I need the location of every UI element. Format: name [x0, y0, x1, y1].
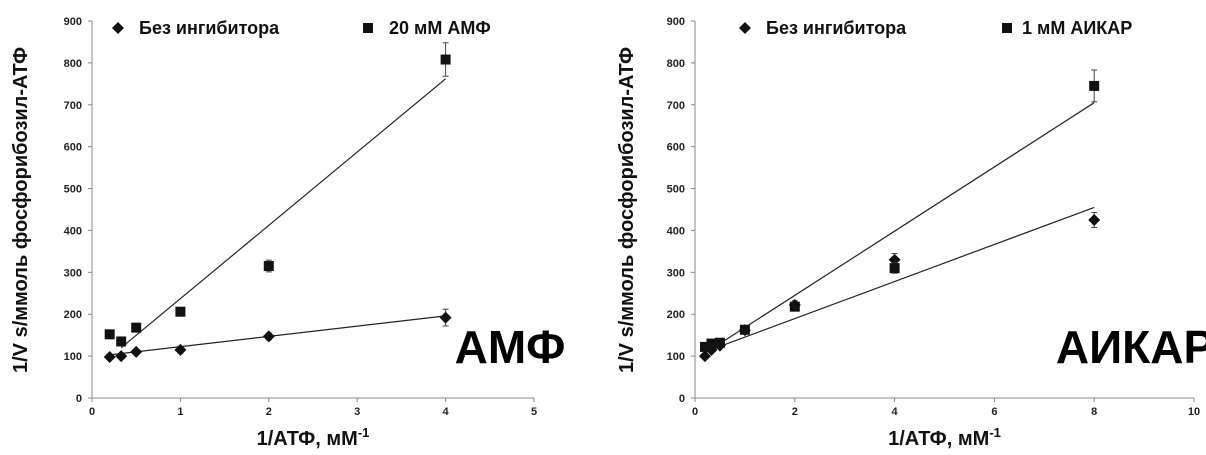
- x-tick-label: 8: [1091, 406, 1097, 418]
- y-tick-label: 200: [667, 309, 685, 321]
- x-tick-label: 6: [991, 406, 997, 418]
- data-point-diamond: [130, 345, 143, 358]
- data-point-square: [104, 329, 115, 340]
- data-point-square: [131, 322, 142, 333]
- x-axis-title-superscript: -1: [358, 425, 370, 440]
- x-axis-title-superscript: -1: [989, 425, 1001, 440]
- y-tick-label: 600: [667, 142, 685, 154]
- trend-line: [120, 78, 446, 349]
- y-tick-label: 300: [64, 267, 82, 279]
- y-tick-label: 800: [64, 58, 82, 70]
- data-point-square: [1089, 80, 1100, 91]
- x-axis-title-main: 1/АТФ, мМ: [257, 428, 358, 450]
- panel-label: АИКАР: [1056, 321, 1206, 373]
- x-tick-label: 4: [892, 406, 899, 418]
- x-tick-label: 1: [177, 406, 183, 418]
- x-tick-label: 4: [443, 406, 450, 418]
- y-tick-label: 100: [667, 351, 685, 363]
- y-tick-label: 700: [64, 100, 82, 112]
- y-axis-title: 1/V s/ммоль фосфорибозил-АТФ: [10, 47, 32, 373]
- x-tick-label: 10: [1188, 406, 1200, 418]
- legend-marker-diamond: [112, 22, 124, 34]
- data-point-diamond: [262, 330, 275, 343]
- legend-label: Без ингибитора: [139, 18, 280, 38]
- trend-line: [704, 206, 1095, 353]
- y-tick-label: 400: [64, 225, 82, 237]
- y-tick-label: 600: [64, 142, 82, 154]
- legend-label: Без ингибитора: [766, 18, 907, 38]
- data-point-square: [699, 341, 710, 352]
- y-axis-title: 1/V s/ммоль фосфорибозил-АТФ: [616, 47, 638, 373]
- data-point-square: [263, 261, 274, 272]
- data-point-square: [789, 301, 800, 312]
- y-tick-label: 900: [667, 16, 685, 28]
- chart-0: 0 100 200 300 400 500 600 700 800 900 0 1 2 3 4 5 1/V s/…: [10, 16, 565, 450]
- data-point-square: [175, 306, 186, 317]
- legend-marker-diamond: [739, 22, 751, 34]
- x-tick-label: 2: [266, 406, 272, 418]
- trend-line: [704, 102, 1095, 354]
- x-tick-label: 2: [792, 406, 798, 418]
- data-point-diamond: [174, 343, 187, 356]
- data-point-square: [739, 324, 750, 335]
- y-tick-label: 900: [64, 16, 82, 28]
- data-point-diamond: [439, 311, 452, 324]
- data-point-square: [889, 263, 900, 274]
- y-tick-label: 500: [667, 184, 685, 196]
- legend-label: 20 мМ АМФ: [389, 18, 491, 38]
- x-tick-label: 5: [531, 406, 537, 418]
- x-tick-label: 0: [89, 406, 95, 418]
- y-tick-label: 200: [64, 309, 82, 321]
- x-tick-label: 3: [354, 406, 360, 418]
- data-point-square: [440, 54, 451, 65]
- y-tick-label: 300: [667, 267, 685, 279]
- trend-line: [109, 315, 446, 356]
- y-tick-label: 100: [64, 351, 82, 363]
- x-axis-title: 1/АТФ, мМ-1: [888, 425, 1001, 450]
- data-point-diamond: [1088, 213, 1101, 226]
- data-point-square: [714, 337, 725, 348]
- x-axis-title: 1/АТФ, мМ-1: [257, 425, 370, 450]
- x-tick-label: 0: [692, 406, 698, 418]
- y-tick-label: 0: [679, 393, 685, 405]
- legend-label: 1 мМ АИКАР: [1022, 18, 1132, 38]
- data-point-diamond: [103, 350, 116, 363]
- panel-label: АМФ: [455, 321, 566, 373]
- data-point-square: [116, 336, 127, 347]
- y-tick-label: 400: [667, 225, 685, 237]
- legend-marker-square: [1002, 23, 1012, 33]
- x-axis-title-main: 1/АТФ, мМ: [888, 428, 989, 450]
- y-tick-label: 800: [667, 58, 685, 70]
- chart-1: 0 100 200 300 400 500 600 700 800 900 0 2 4 6 8 10 1/V s…: [616, 16, 1206, 450]
- y-tick-label: 500: [64, 184, 82, 196]
- y-tick-label: 700: [667, 100, 685, 112]
- data-point-square: [706, 338, 717, 349]
- data-point-diamond: [115, 350, 128, 363]
- y-tick-label: 0: [76, 393, 82, 405]
- data-point-diamond: [698, 350, 711, 363]
- legend-marker-square: [363, 23, 373, 33]
